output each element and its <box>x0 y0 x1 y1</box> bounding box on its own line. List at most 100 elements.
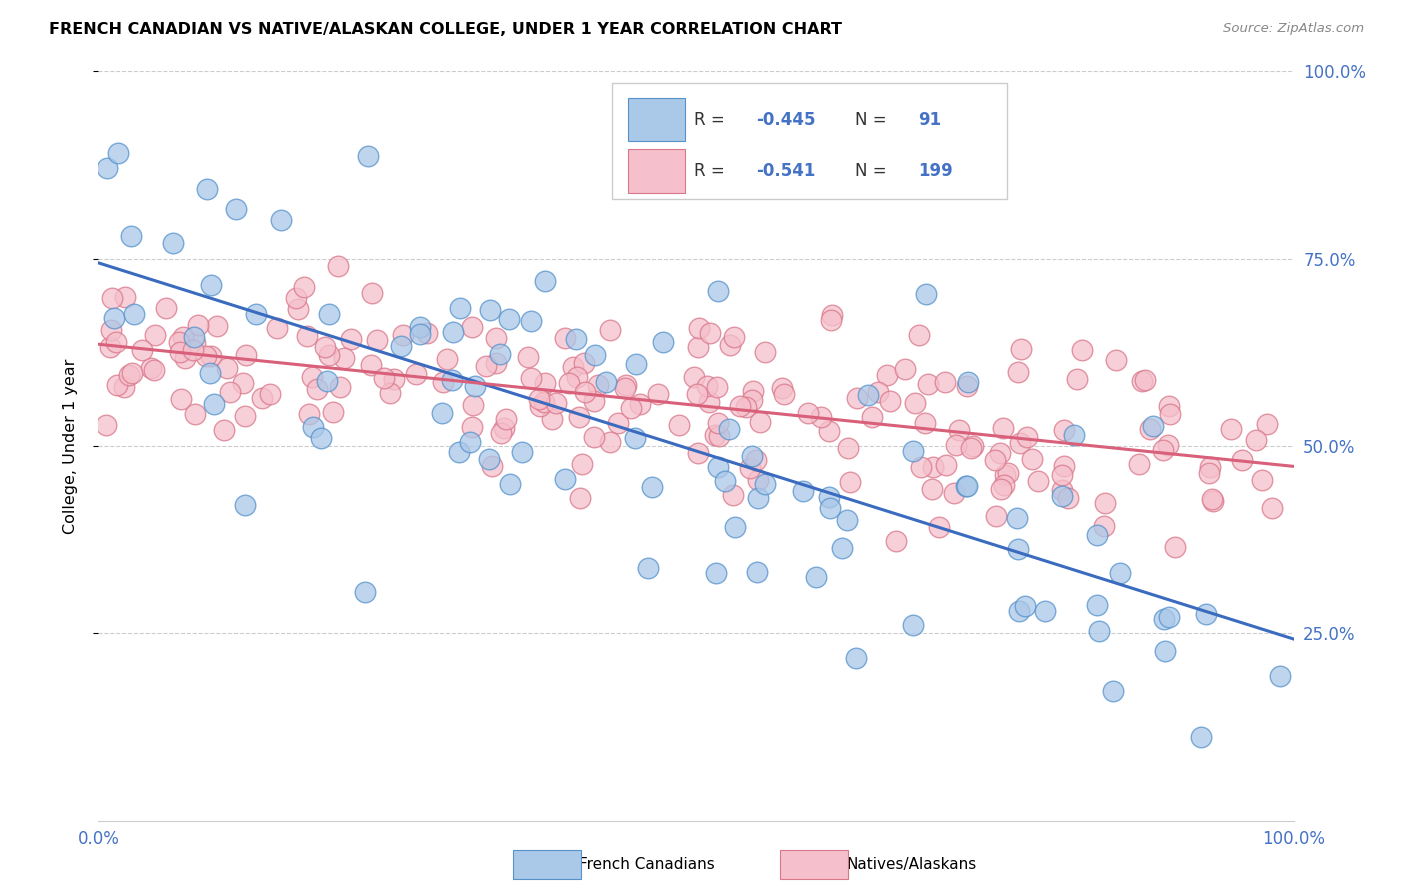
Point <box>1085 599 1108 613</box>
Point <box>181 343 204 357</box>
Point <box>245 307 267 321</box>
Point <box>309 431 332 445</box>
Point <box>571 457 593 471</box>
Point <box>797 406 820 420</box>
Point <box>718 422 741 436</box>
Point <box>440 373 463 387</box>
Point <box>886 533 908 548</box>
Point <box>1219 422 1241 436</box>
Point <box>1157 438 1180 452</box>
Point <box>447 445 470 459</box>
Point <box>554 331 576 345</box>
FancyBboxPatch shape <box>613 83 1007 199</box>
Point <box>955 479 977 493</box>
Point <box>520 370 543 384</box>
Point <box>143 327 166 342</box>
Point <box>1244 433 1267 447</box>
Point <box>837 441 859 455</box>
Point <box>707 416 730 430</box>
Point <box>533 274 555 288</box>
Point <box>520 314 543 328</box>
Point <box>494 421 516 435</box>
Point <box>441 326 464 340</box>
Point <box>993 478 1015 492</box>
Point <box>373 371 395 385</box>
Point <box>1164 540 1187 554</box>
Point <box>1052 468 1074 483</box>
Point <box>117 368 139 382</box>
Point <box>1087 528 1109 542</box>
Point <box>104 334 127 349</box>
Point <box>558 376 581 390</box>
Point <box>1063 427 1085 442</box>
Point <box>697 395 720 409</box>
Point <box>1199 459 1222 474</box>
Text: Source: ZipAtlas.com: Source: ZipAtlas.com <box>1223 22 1364 36</box>
Point <box>741 449 763 463</box>
Point <box>1007 542 1029 557</box>
Point <box>688 321 710 335</box>
Point <box>1159 408 1181 422</box>
FancyBboxPatch shape <box>628 98 685 142</box>
Point <box>745 565 768 579</box>
Point <box>481 458 503 473</box>
Text: French Canadians: French Canadians <box>579 857 716 871</box>
Point <box>962 440 984 454</box>
Point <box>696 379 718 393</box>
Point <box>170 392 193 406</box>
Point <box>586 377 609 392</box>
Point <box>831 541 853 555</box>
Point <box>956 375 979 389</box>
Point <box>837 513 859 527</box>
Point <box>747 473 769 487</box>
Point <box>704 427 727 442</box>
Point <box>637 561 659 575</box>
Point <box>233 409 256 423</box>
Point <box>316 374 339 388</box>
Point <box>183 329 205 343</box>
Point <box>647 387 669 401</box>
Point <box>301 370 323 384</box>
Point <box>382 372 405 386</box>
Point <box>901 618 924 632</box>
Point <box>103 311 125 326</box>
Point <box>699 326 721 340</box>
Point <box>619 401 641 416</box>
Point <box>921 482 943 496</box>
Point <box>436 352 458 367</box>
Point <box>917 377 939 392</box>
Point <box>225 202 247 216</box>
Point <box>879 393 901 408</box>
Point <box>845 392 868 406</box>
Point <box>945 438 967 452</box>
Text: N =: N = <box>855 161 891 180</box>
Point <box>624 431 647 445</box>
Point <box>1050 483 1073 497</box>
Point <box>1198 467 1220 481</box>
Text: Natives/Alaskans: Natives/Alaskans <box>846 857 977 871</box>
Point <box>297 407 319 421</box>
Point <box>804 570 827 584</box>
Point <box>98 340 121 354</box>
Point <box>876 368 898 383</box>
Point <box>997 467 1019 481</box>
Point <box>479 303 502 318</box>
Point <box>184 407 207 421</box>
Point <box>984 453 1007 467</box>
Point <box>922 459 945 474</box>
Point <box>583 348 606 362</box>
Point <box>956 478 979 492</box>
Point <box>738 461 761 475</box>
Point <box>607 416 630 430</box>
Point <box>583 394 606 409</box>
Point <box>741 393 763 408</box>
Point <box>357 148 380 162</box>
Point <box>360 359 382 373</box>
Point <box>517 350 540 364</box>
Point <box>326 259 349 273</box>
Point <box>202 397 225 411</box>
Point <box>713 474 735 488</box>
Point <box>706 459 728 474</box>
Point <box>792 483 814 498</box>
Point <box>904 396 927 410</box>
